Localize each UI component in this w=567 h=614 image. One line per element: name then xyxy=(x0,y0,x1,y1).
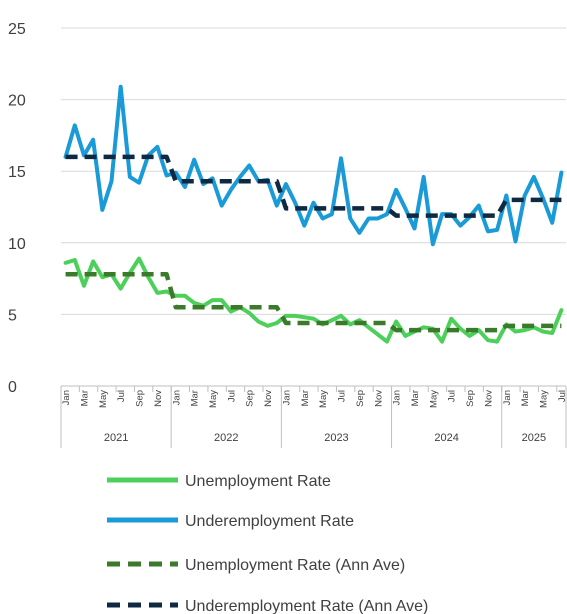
month-tick-label: May xyxy=(539,390,550,408)
x-axis: Jan Mar May Jul Sep Nov Jan Mar May Jul Sep Nov Jan M… xyxy=(60,385,567,448)
y-tick-label: 20 xyxy=(8,93,26,110)
legend-label: Underemployment Rate (Ann Ave) xyxy=(185,598,428,614)
month-tick-label: Jul xyxy=(337,390,348,402)
legend-label: Unemployment Rate xyxy=(185,473,331,490)
month-tick-label: Sep xyxy=(245,390,256,407)
month-tick-label: Sep xyxy=(355,390,366,407)
series-lines xyxy=(63,84,564,344)
month-tick-label: Nov xyxy=(153,390,164,407)
y-tick-label: 5 xyxy=(8,307,17,324)
y-axis: 0 5 10 15 20 25 xyxy=(8,21,26,396)
y-tick-label: 15 xyxy=(8,164,26,181)
legend-label: Underemployment Rate xyxy=(185,513,354,530)
year-label: 2024 xyxy=(434,432,458,444)
month-tick-label: Jan xyxy=(502,390,513,405)
year-label: 2025 xyxy=(522,432,546,444)
series-line-4 xyxy=(65,154,562,218)
series-line-2 xyxy=(63,84,564,247)
month-tick-label: Jul xyxy=(226,390,237,402)
month-tick-label: Jul xyxy=(116,390,127,402)
month-tick-label: Mar xyxy=(190,390,201,406)
month-tick-label: Jan xyxy=(281,390,292,405)
month-tick-label: Sep xyxy=(135,390,146,407)
legend: Unemployment Rate Underemployment Rate Une… xyxy=(107,473,428,614)
month-tick-label: Mar xyxy=(410,390,421,406)
month-tick-label: May xyxy=(428,390,439,408)
year-label: 2022 xyxy=(214,432,238,444)
month-tick-label: Mar xyxy=(300,390,311,406)
month-tick-label: Sep xyxy=(465,390,476,407)
month-tick-label: Nov xyxy=(373,390,384,407)
y-tick-label: 10 xyxy=(8,236,26,253)
month-tick-label: Jan xyxy=(61,390,72,405)
year-label: 2021 xyxy=(104,432,128,444)
month-tick-label: Mar xyxy=(79,390,90,406)
y-tick-label: 0 xyxy=(8,379,17,396)
month-tick-label: May xyxy=(98,390,109,408)
month-tick-label: Mar xyxy=(520,390,531,406)
series-line-3 xyxy=(65,272,562,333)
month-tick-label: May xyxy=(318,390,329,408)
month-tick-label: Jul xyxy=(447,390,458,402)
month-tick-label: Jan xyxy=(392,390,403,405)
month-tick-label: Nov xyxy=(263,390,274,407)
gridlines xyxy=(61,27,566,315)
legend-label: Unemployment Rate (Ann Ave) xyxy=(185,557,405,574)
month-tick-label: Nov xyxy=(483,390,494,407)
year-label: 2023 xyxy=(324,432,348,444)
month-tick-label: Jan xyxy=(171,390,182,405)
y-tick-label: 25 xyxy=(8,21,26,38)
series-line-1 xyxy=(63,256,564,344)
month-tick-label: Jul xyxy=(557,390,567,402)
month-tick-label: May xyxy=(208,390,219,408)
